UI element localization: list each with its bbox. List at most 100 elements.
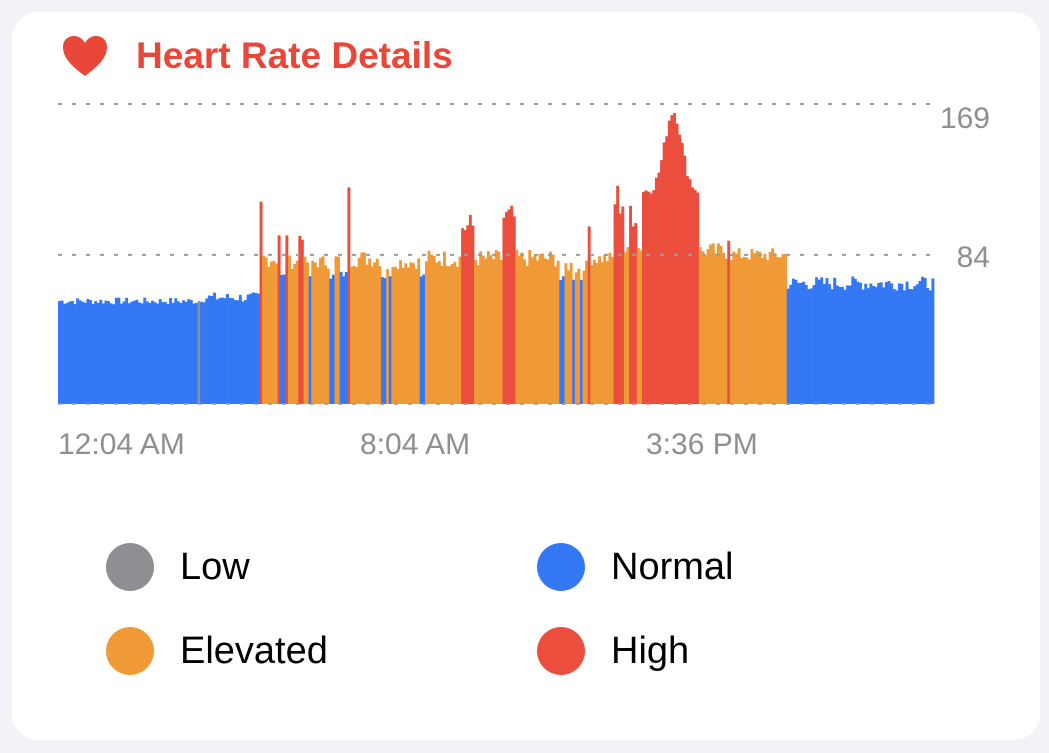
heart-rate-bar [151,300,154,404]
heart-rate-bar [262,255,266,404]
heart-rate-bar [667,120,671,405]
heart-rate-bar [879,282,883,404]
heart-rate-bar [871,286,875,404]
legend-label-low: Low [180,546,250,588]
heart-rate-bar [683,155,687,404]
heart-rate-bar [895,290,899,404]
heart-rate-bar [618,213,622,404]
heart-rate-bar [846,285,850,404]
heart-rate-bar [636,247,640,404]
heart-rate-bar [546,259,550,404]
heart-rate-bar [443,251,446,404]
heart-rate-bar [406,267,410,404]
heart-rate-bar [716,243,720,404]
heart-rate-bar [205,298,209,404]
heart-rate-bar [598,256,601,404]
heart-rate-bar [931,278,935,404]
heart-rate-bar [771,248,775,404]
heart-rate-bar [140,303,144,404]
heart-rate-bar [308,276,312,404]
heart-rate-bar [282,274,286,404]
heart-rate-bar [316,267,320,404]
heart-rate-bar [489,255,493,404]
heart-rate-bar [161,302,165,404]
heart-rate-bar [523,259,527,404]
heart-rate-bar [187,299,191,404]
heart-rate-bar [918,280,922,404]
x-tick-label: 3:36 PM [646,428,758,461]
heart-rate-bar [887,281,891,404]
heart-rate-bar [391,267,395,404]
heart-rate-bar [745,257,749,404]
heart-rate-bar [409,262,413,404]
heart-rate-bar [776,257,780,404]
heart-rate-bar [202,302,206,404]
heart-rate-bar [512,216,516,404]
heart-rate-bar [525,265,529,404]
heart-rate-bar [344,272,348,404]
heart-rate-bar [706,249,710,404]
heart-rate-bar [215,299,219,404]
heart-rate-bar [892,289,896,404]
heart-rate-bar [840,286,844,404]
heart-rate-bar [396,269,400,404]
heart-rate-bar [463,229,467,404]
heart-rate-bar [267,266,271,404]
heart-rate-bar [337,256,341,404]
heart-rate-bar [595,262,599,404]
heart-rate-bar [838,286,842,404]
heart-rate-bar [220,297,224,404]
heart-rate-bar [132,300,136,404]
heart-rate-bar [179,302,183,404]
heart-rate-bar [334,256,338,404]
heart-rate-bar [747,259,751,404]
heart-rate-bar [430,254,434,404]
heart-rate-bar [476,265,480,404]
heart-rate-bar [68,301,72,404]
heart-rate-bar [830,289,834,404]
heart-rate-bar [107,301,111,404]
heart-rate-bar [461,228,465,404]
heart-rate-bar [866,288,870,404]
heart-rate-bar [424,261,428,404]
heart-rate-bar [817,279,821,404]
heart-rate-bar [277,235,281,404]
heart-rate-bar [365,264,369,404]
heart-rate-bar [902,290,906,404]
heart-rate-bar [412,263,415,404]
heart-rate-bar [300,239,304,404]
heart-rate-bar [778,257,782,404]
heart-rate-bar [603,255,607,404]
heart-rate-bar [238,294,242,404]
heart-rate-bar [629,205,633,404]
legend-item-elevated: Elevated [106,627,328,675]
heart-rate-bar [853,278,857,404]
heart-rate-bar [249,293,253,404]
heart-rate-bar [654,177,658,404]
heart-rate-bar [218,298,222,404]
legend-dot-normal [537,543,585,591]
heart-rate-bar [138,302,142,404]
heart-rate-bar [347,187,351,404]
heart-rate-bar [197,301,201,404]
heart-rate-bar [913,286,917,404]
card-header: Heart Rate Details [62,34,453,78]
heart-rate-bar [729,260,733,404]
heart-rate-bar [678,134,682,404]
heart-rate-bar [73,304,77,404]
heart-rate-bar [613,204,617,404]
legend-dot-low [106,543,154,591]
heart-rate-bar [393,266,397,404]
heart-rate-bar [711,243,715,404]
heart-rate-bar [556,260,560,404]
heart-rate-bar [507,209,511,404]
heart-rate-bar [342,276,346,404]
heart-rate-bar [158,299,162,404]
heart-rate-bar [592,260,596,404]
heart-rate-bar [675,123,679,404]
legend-dot-elevated [106,627,154,675]
heart-rate-chart: 169 84 12:04 AM 8:04 AM 3:36 PM [58,102,990,461]
heart-rate-bar [474,259,477,404]
heart-rate-bar [76,298,80,404]
heart-rate-bar [820,277,824,404]
